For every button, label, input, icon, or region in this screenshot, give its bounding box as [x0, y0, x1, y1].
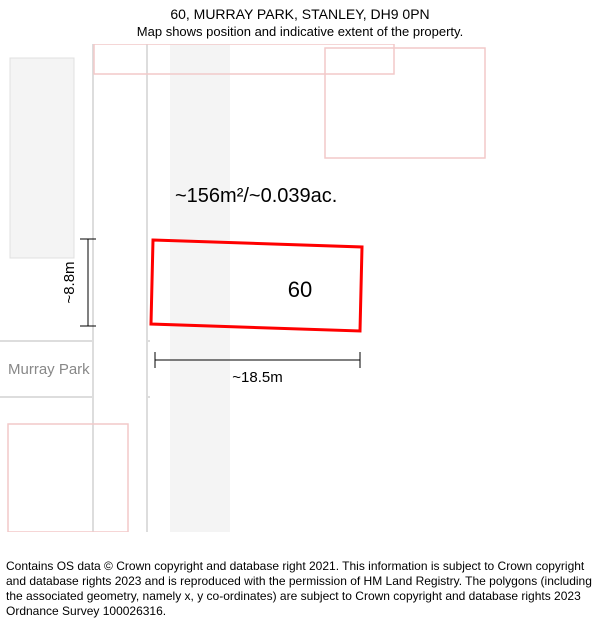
property-map: 60 ~156m²/~0.039ac. Murray Park ~18.5m ~8.8m	[0, 44, 600, 532]
svg-text:~18.5m: ~18.5m	[232, 369, 282, 386]
map-container: 60 ~156m²/~0.039ac. Murray Park ~18.5m ~8.8m	[0, 44, 600, 532]
svg-text:~156m²/~0.039ac.: ~156m²/~0.039ac.	[175, 185, 337, 207]
page-subtitle: Map shows position and indicative extent…	[0, 24, 600, 39]
svg-text:Murray Park: Murray Park	[8, 361, 90, 378]
svg-text:~8.8m: ~8.8m	[61, 261, 78, 303]
header: 60, MURRAY PARK, STANLEY, DH9 0PN Map sh…	[0, 0, 600, 39]
page-title: 60, MURRAY PARK, STANLEY, DH9 0PN	[0, 6, 600, 22]
copyright-footer: Contains OS data © Crown copyright and d…	[6, 559, 594, 619]
svg-text:60: 60	[288, 277, 312, 302]
